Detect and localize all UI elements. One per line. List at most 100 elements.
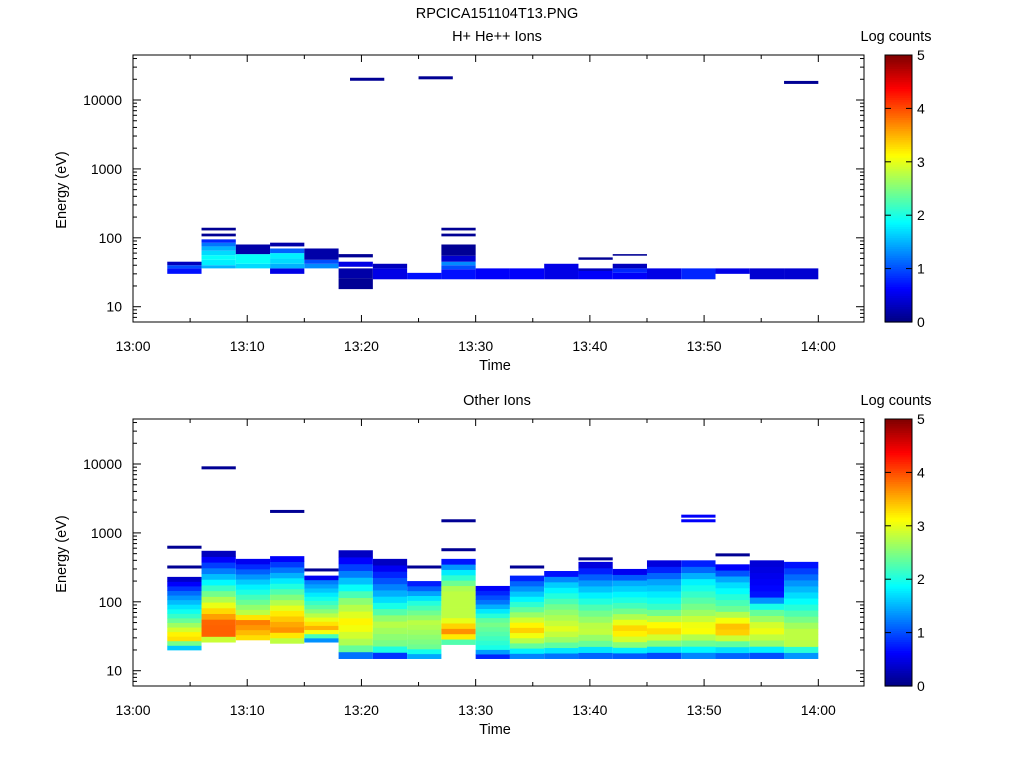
spectrogram-streak — [270, 509, 305, 513]
spectrogram-cell — [578, 610, 613, 617]
spectrogram-cell — [715, 629, 750, 636]
spectrogram-cell — [372, 558, 408, 566]
spectrogram-cell — [441, 623, 476, 629]
spectrogram-cell — [749, 597, 785, 604]
spectrogram-cell — [270, 621, 305, 628]
colorbar-step — [885, 170, 912, 174]
spectrogram-cell — [475, 595, 510, 600]
spectrogram-cell — [715, 623, 750, 630]
spectrogram-cell — [372, 608, 408, 616]
colorbar-step — [885, 313, 912, 316]
spectrogram-cell — [441, 255, 476, 262]
spectrogram-cell — [749, 621, 785, 629]
spectrogram-cell — [509, 575, 545, 582]
spectrogram-cell — [646, 609, 682, 616]
spectrogram-cell — [201, 636, 236, 643]
spectrogram-cell — [304, 604, 339, 610]
colorbar-step — [885, 81, 912, 85]
spectrogram-cell — [372, 571, 408, 578]
spectrogram-cell — [784, 598, 819, 605]
colorbar-step — [885, 492, 912, 496]
spectrogram-cell — [201, 556, 236, 563]
spectrogram-cell — [407, 624, 442, 630]
spectrogram-cell — [407, 629, 442, 635]
colorbar-step — [885, 275, 912, 279]
spectrogram-cell — [715, 576, 750, 583]
spectrogram-cell — [407, 614, 442, 621]
colorbar-step — [885, 286, 912, 290]
spectrogram-cell — [612, 602, 647, 609]
colorbar-step — [885, 634, 912, 638]
spectrogram-cell — [201, 579, 236, 586]
colorbar-step — [885, 583, 912, 587]
spectrogram-cell — [338, 563, 373, 571]
colorbar-step — [885, 423, 912, 427]
spectrogram-cell — [715, 605, 750, 612]
colorbar-step — [885, 681, 912, 685]
spectrogram-cell — [681, 652, 716, 659]
spectrogram-cell — [544, 603, 579, 610]
spectrogram-cell — [338, 278, 373, 290]
spectrogram-cell — [407, 648, 442, 655]
spectrogram-cell — [715, 593, 750, 601]
colorbar-step — [885, 319, 912, 323]
x-tick-label: 13:40 — [572, 702, 607, 718]
spectrogram-cell — [338, 577, 373, 585]
x-tick-label: 13:50 — [687, 338, 722, 354]
spectrogram-cell — [475, 585, 510, 591]
spectrogram-cell — [201, 596, 236, 603]
colorbar-tick-label: 3 — [917, 518, 925, 534]
spectrogram-cell — [167, 622, 202, 628]
spectrogram-cell — [578, 598, 613, 605]
spectrogram-cell — [646, 603, 682, 610]
colorbar-step — [885, 570, 912, 574]
x-tick-label: 13:00 — [115, 338, 150, 354]
spectrogram-cell — [407, 272, 442, 280]
colorbar-step — [885, 565, 912, 569]
colorbar-step — [885, 605, 912, 609]
colorbar-tick-label: 1 — [917, 261, 925, 277]
spectrogram-cell — [201, 624, 236, 632]
spectrogram-cell — [509, 606, 545, 613]
colorbar-step — [885, 135, 912, 138]
spectrogram-cell — [270, 616, 305, 622]
spectrogram-cell — [201, 233, 236, 237]
colorbar-step — [885, 235, 912, 239]
spectrogram-cell — [407, 644, 442, 650]
spectrogram-cell — [578, 586, 613, 593]
colorbar-step — [885, 284, 912, 287]
spectrogram-cell — [407, 639, 442, 645]
colorbar-step — [885, 465, 912, 469]
spectrogram-cell — [235, 563, 271, 570]
colorbar-step — [885, 172, 912, 176]
spectrogram-cell — [578, 616, 613, 623]
spectrogram-cell — [235, 579, 271, 585]
spectrogram-cell — [304, 259, 339, 264]
colorbar-step — [885, 581, 912, 585]
colorbar-step — [885, 652, 912, 656]
spectrogram-cell — [304, 621, 339, 626]
spectrogram-cell — [544, 571, 579, 577]
colorbar-step — [885, 548, 912, 551]
spectrogram-cell — [749, 609, 785, 616]
colorbar-step — [885, 201, 912, 205]
colorbar-step — [885, 439, 912, 442]
colorbar-step — [885, 679, 912, 683]
spectrogram-cell — [270, 263, 305, 269]
colorbar-step — [885, 195, 912, 198]
colorbar-step — [885, 545, 912, 549]
x-tick-label: 13:30 — [458, 338, 493, 354]
spectrogram-cell — [715, 646, 750, 654]
spectrogram-cell — [167, 645, 202, 651]
colorbar-step — [885, 217, 912, 221]
colorbar-label-top: Log counts — [860, 29, 932, 45]
spectrogram-cell — [167, 608, 202, 614]
colorbar-step — [885, 152, 912, 156]
axis-ticks: 13:00 13:10 13:20 13:30 13:40 13:50 14:00 10 100… — [83, 55, 864, 354]
colorbar-step — [885, 525, 912, 529]
spectrogram-cell — [167, 627, 202, 633]
spectrogram-cell — [646, 652, 682, 659]
spectrogram-cell — [475, 613, 510, 619]
spectrogram-cell — [304, 625, 339, 631]
spectrogram-cell — [784, 567, 819, 575]
